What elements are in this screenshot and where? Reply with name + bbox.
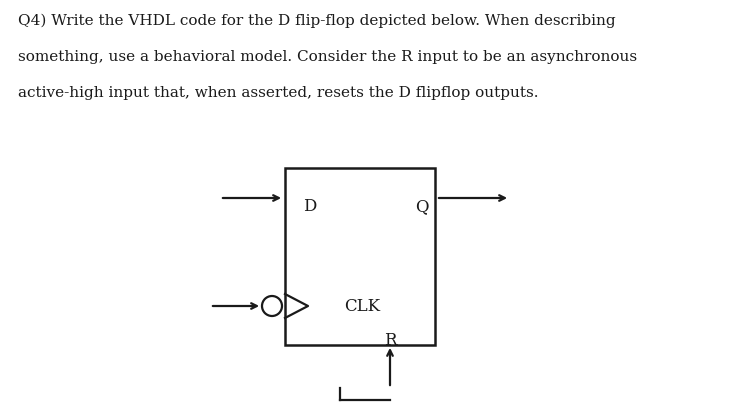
Text: Q4) Write the VHDL code for the D flip-flop depicted below. When describing: Q4) Write the VHDL code for the D flip-f… (18, 14, 615, 28)
Bar (285, 168, 435, 345)
Circle shape (262, 296, 282, 316)
Text: something, use a behavioral model. Consider the R input to be an asynchronous: something, use a behavioral model. Consi… (18, 50, 637, 64)
Text: CLK: CLK (344, 298, 380, 315)
Text: D: D (303, 198, 316, 215)
Text: R: R (384, 332, 396, 349)
Text: Q: Q (415, 198, 429, 215)
Text: active-high input that, when asserted, resets the D flipflop outputs.: active-high input that, when asserted, r… (18, 86, 538, 100)
